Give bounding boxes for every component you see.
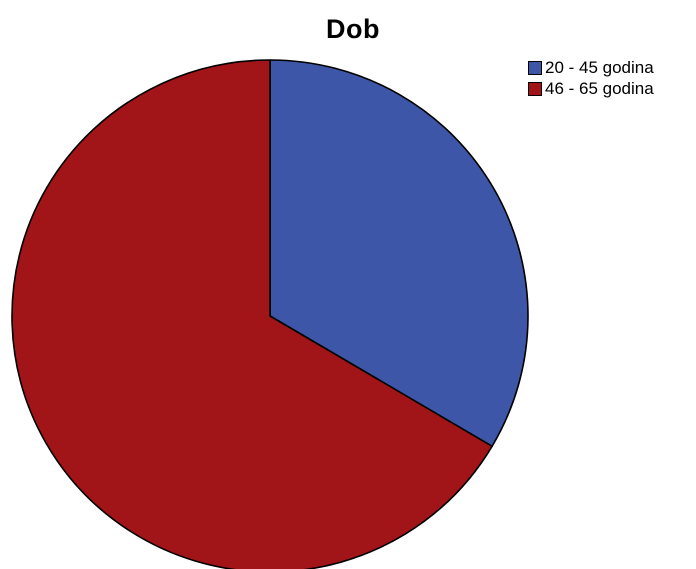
- legend: 20 - 45 godina 46 - 65 godina: [528, 57, 654, 99]
- legend-swatch-46-65: [528, 82, 542, 96]
- pie-slices: [12, 60, 528, 569]
- legend-item-20-45: 20 - 45 godina: [528, 57, 654, 78]
- legend-item-46-65: 46 - 65 godina: [528, 78, 654, 99]
- legend-label-20-45: 20 - 45 godina: [545, 57, 654, 78]
- legend-label-46-65: 46 - 65 godina: [545, 78, 654, 99]
- legend-swatch-20-45: [528, 61, 542, 75]
